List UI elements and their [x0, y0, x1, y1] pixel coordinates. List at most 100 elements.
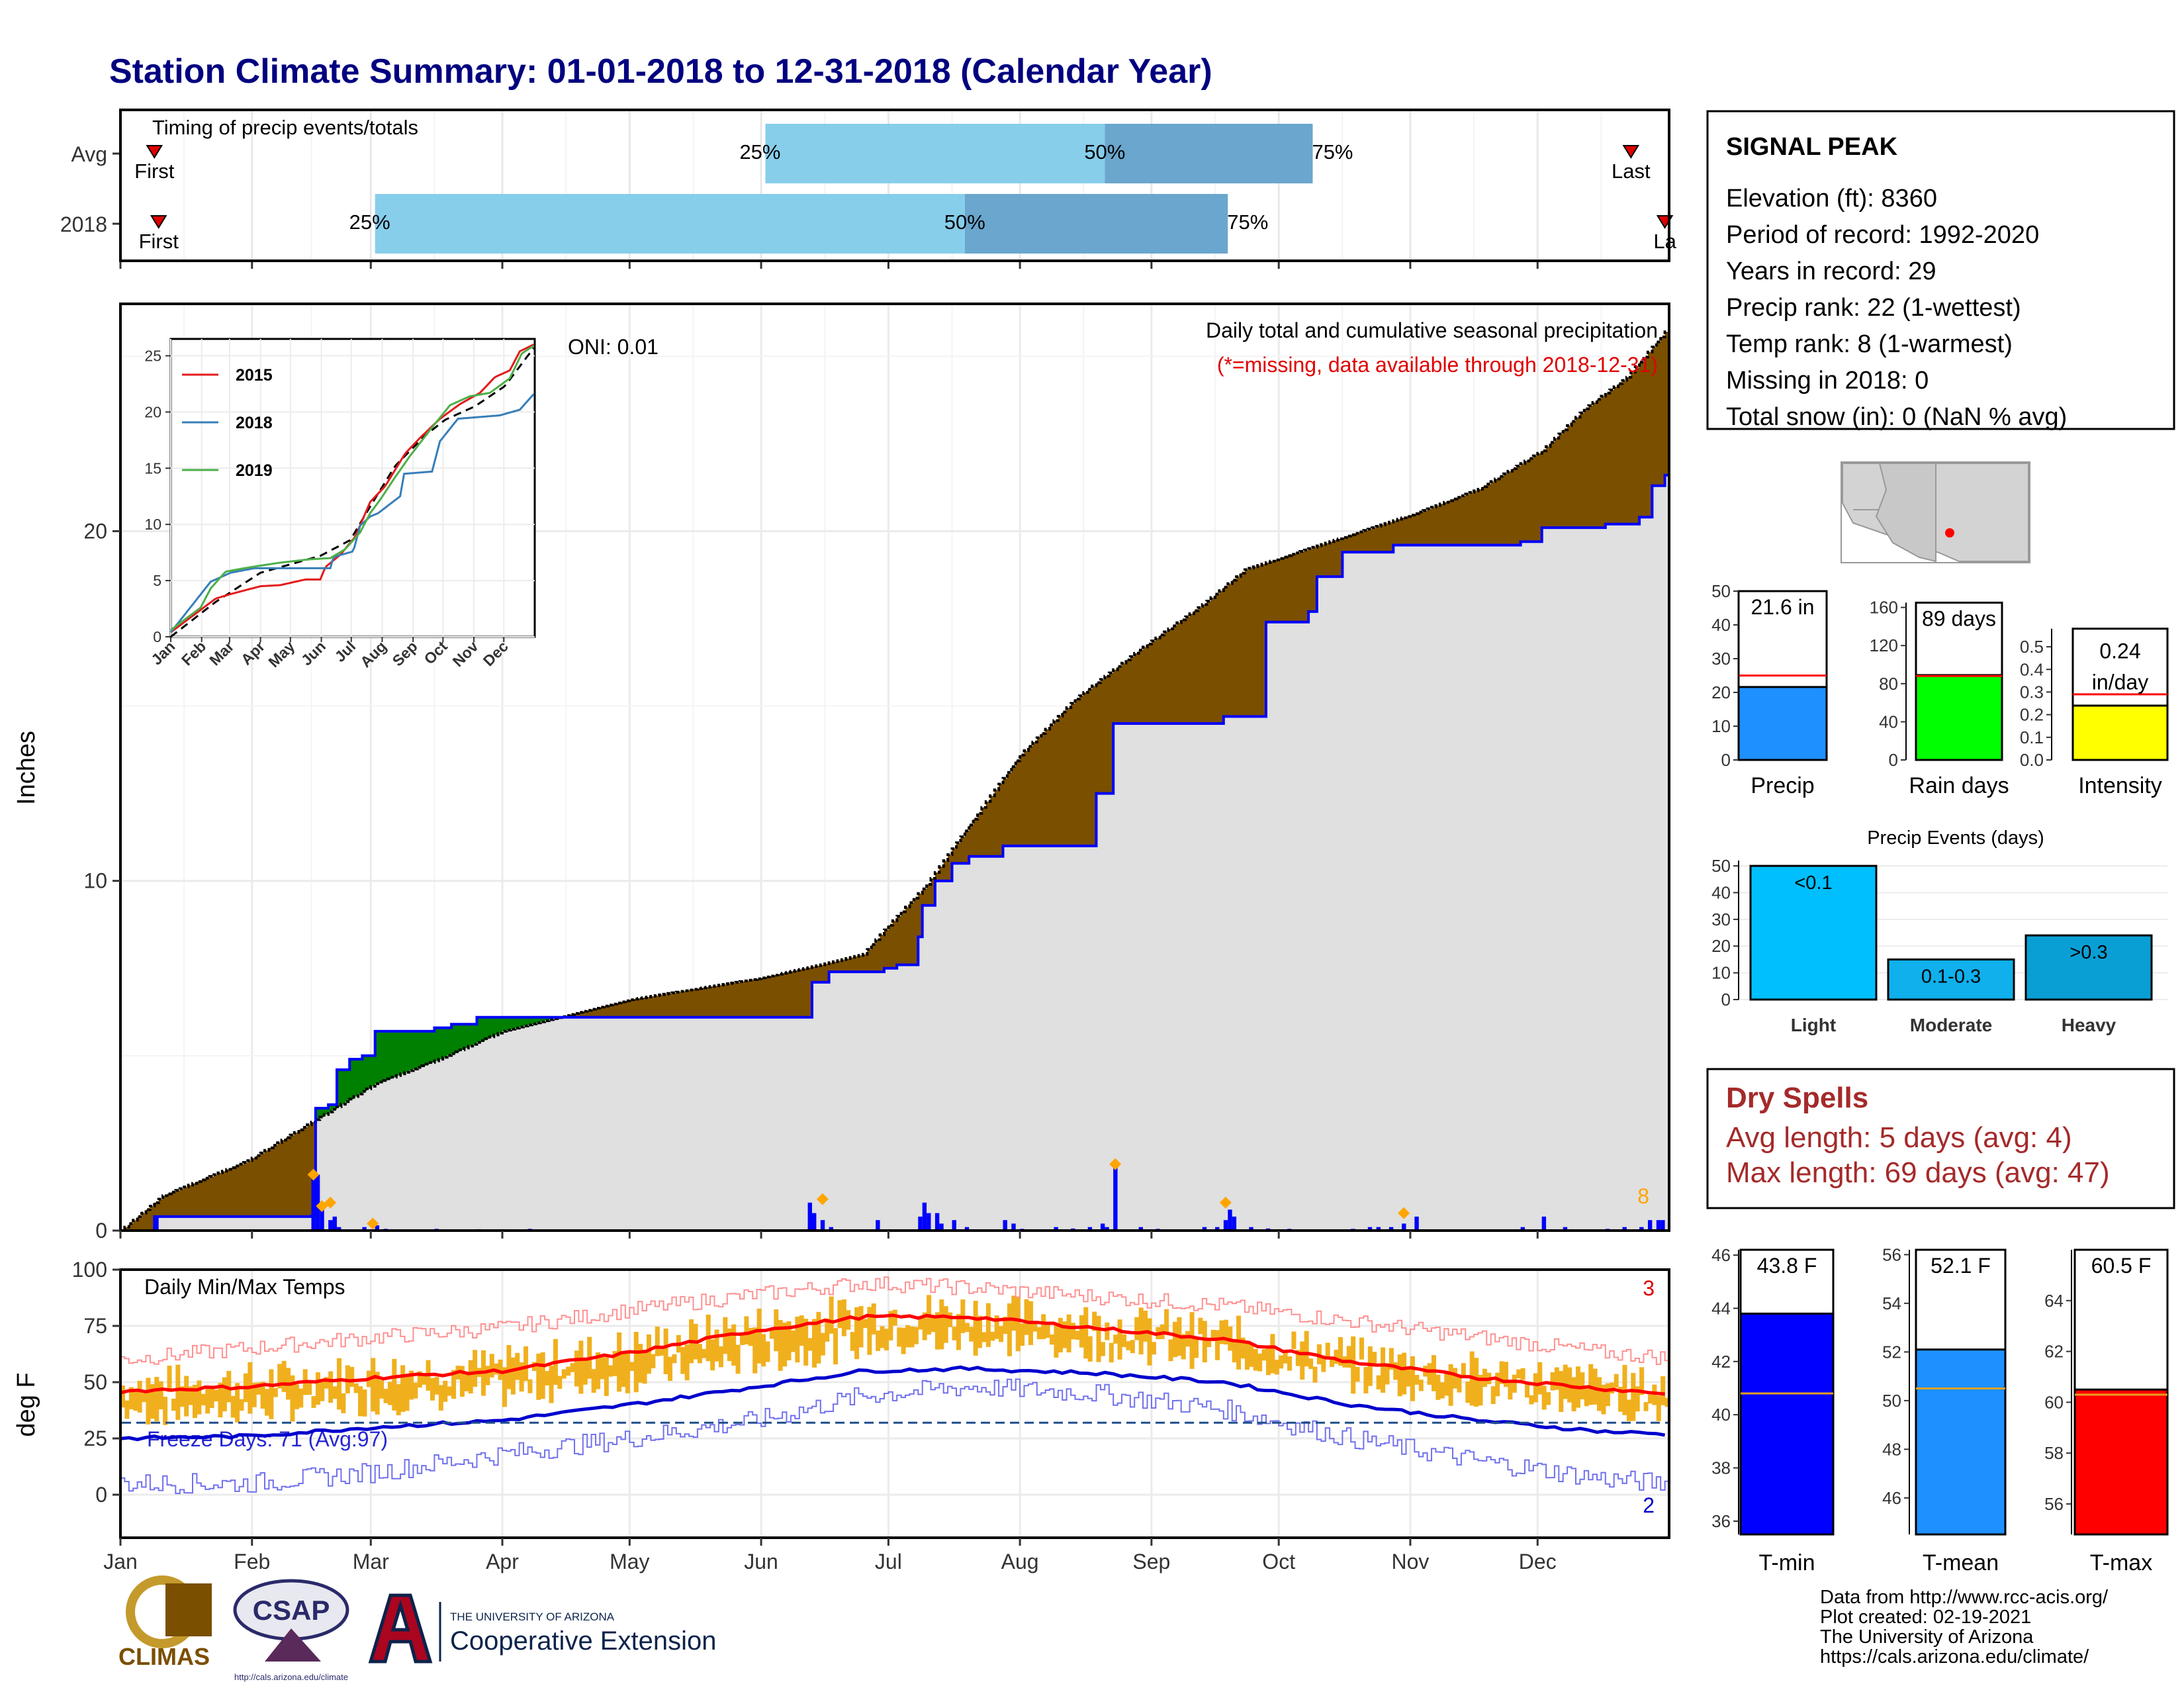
daily-temp-bar-181: [888, 1311, 893, 1340]
stat-ytick-label-11-3: 52: [1882, 1342, 1901, 1362]
events-xlabel-moderate: Moderate: [1910, 1015, 1992, 1035]
daily-temp-bar-211: [1015, 1297, 1021, 1352]
daily-temp-bar-254: [1198, 1317, 1203, 1335]
timing-row-label-0: Avg: [71, 142, 107, 166]
ua-logo: THE UNIVERSITY OF ARIZONA Cooperative Ex…: [368, 1593, 716, 1664]
daily-temp-bar-224: [1071, 1323, 1076, 1340]
daily-temp-bar-323: [1490, 1386, 1496, 1405]
timing-first-label-1: First: [139, 230, 179, 253]
daily-temp-bar-52: [341, 1393, 346, 1413]
timing-bar-second-half-0: [1105, 124, 1313, 183]
daily-precip-bar-1: [311, 1178, 316, 1231]
daily-temp-bar-153: [769, 1329, 774, 1339]
daily-temp-bar-271: [1270, 1334, 1275, 1374]
daily-temp-bar-82: [468, 1360, 473, 1394]
stat-label-2: Intensity: [2078, 773, 2162, 798]
temp-ytick-label-1: 25: [83, 1427, 107, 1450]
month-label-sep: Sep: [1132, 1550, 1170, 1573]
daily-temp-bar-41: [294, 1384, 299, 1409]
daily-precip-bar-8: [375, 1225, 380, 1231]
daily-temp-bar-247: [1168, 1339, 1173, 1362]
daily-temp-bar-348: [1597, 1377, 1602, 1411]
daily-temp-bar-349: [1601, 1384, 1606, 1415]
stat-ytick-label-0-5: 50: [1711, 581, 1731, 601]
daily-temp-bar-187: [913, 1327, 919, 1344]
stat-ytick-label-11-5: 56: [1882, 1244, 1901, 1264]
daily-temp-bar-90: [502, 1367, 507, 1407]
extreme-precip-marker-4: [816, 1193, 829, 1205]
daily-temp-bar-59: [371, 1358, 376, 1412]
daily-precip-bar-20: [918, 1216, 923, 1231]
daily-temp-bar-10: [163, 1396, 168, 1425]
stat-value-text2-2: in/day: [2092, 671, 2148, 694]
events-xlabel-light: Light: [1791, 1015, 1836, 1035]
daily-temp-bar-11: [167, 1366, 172, 1392]
stat-bar-0: [1737, 686, 1828, 761]
stat-ytick-label-2-3: 0.3: [2020, 682, 2044, 702]
stat-label-0: Precip: [1751, 773, 1814, 798]
daily-temp-bar-258: [1215, 1330, 1220, 1360]
month-label-aug: Aug: [1001, 1550, 1039, 1573]
events-bar-text-heavy: >0.3: [2070, 942, 2107, 963]
daily-temp-bar-62: [383, 1389, 388, 1403]
daily-temp-bar-100: [545, 1371, 550, 1385]
daily-temp-bar-66: [400, 1365, 406, 1412]
daily-temp-bar-233: [1109, 1342, 1114, 1363]
dry-spells-title: Dry Spells: [1726, 1082, 1868, 1114]
stat-chart-rain-days: 0 40 80 120 160 89 days Rain days: [1870, 598, 2009, 798]
daily-temp-bar-362: [1656, 1395, 1661, 1421]
inset-ytick-label-4: 20: [144, 403, 161, 420]
daily-temp-bar-0: [120, 1385, 126, 1408]
daily-precip-bar-39: [1215, 1227, 1220, 1231]
daily-temp-bar-355: [1626, 1399, 1631, 1421]
daily-precip-bar-23: [934, 1213, 940, 1231]
daily-temp-bar-313: [1448, 1364, 1453, 1406]
daily-temp-bar-149: [752, 1327, 758, 1374]
daily-temp-bar-103: [557, 1376, 563, 1389]
inset-frame: [169, 338, 536, 638]
daily-temp-bar-31: [251, 1382, 257, 1407]
daily-temp-bar-212: [1020, 1323, 1025, 1346]
daily-temp-bar-112: [596, 1352, 601, 1389]
daily-temp-bar-330: [1520, 1368, 1525, 1380]
daily-temp-bar-17: [192, 1384, 197, 1419]
daily-temp-bar-328: [1512, 1374, 1517, 1393]
daily-temp-bar-80: [459, 1366, 465, 1397]
daily-temp-bar-264: [1240, 1337, 1246, 1359]
daily-precip-bar-5: [332, 1216, 337, 1231]
daily-temp-bar-298: [1385, 1363, 1390, 1385]
daily-temp-bar-275: [1287, 1356, 1293, 1371]
daily-precip-bar-60: [1661, 1220, 1665, 1231]
daily-temp-bar-86: [485, 1366, 490, 1385]
daily-temp-bar-363: [1661, 1376, 1666, 1405]
stat-value-text-0: 21.6 in: [1751, 595, 1814, 619]
daily-temp-bar-180: [884, 1329, 889, 1351]
daily-temp-bar-154: [774, 1309, 779, 1352]
daily-precip-bar-50: [1402, 1223, 1406, 1231]
average-max-line: [120, 1313, 1665, 1396]
daily-temp-bar-81: [464, 1374, 469, 1391]
daily-precip-bar-17: [820, 1220, 825, 1231]
daily-temp-bar-178: [876, 1330, 881, 1351]
daily-temp-bar-337: [1550, 1372, 1555, 1391]
daily-precip-bar-51: [1414, 1216, 1419, 1231]
oni-value: ONI: 0.01: [568, 335, 659, 359]
credits: Data from http://www.rcc-acis.org/ Plot …: [1820, 1587, 2109, 1667]
station-location-marker: [1945, 528, 1954, 538]
stat-chart-t-max: 56 58 60 62 64 60.5 F T-max: [2044, 1248, 2169, 1575]
daily-temp-bar-164: [816, 1311, 821, 1364]
daily-temp-bar-302: [1402, 1352, 1407, 1395]
temp-ytick-label-2: 50: [83, 1370, 107, 1394]
daily-temp-bar-45: [311, 1395, 316, 1408]
extreme-precip-marker-3: [367, 1217, 379, 1230]
daily-temp-bar-304: [1410, 1356, 1415, 1401]
daily-temp-bar-289: [1346, 1346, 1351, 1368]
daily-temp-bar-194: [943, 1306, 948, 1343]
daily-temp-bar-203: [981, 1332, 987, 1342]
inset-ytick-label-5: 25: [144, 347, 161, 364]
daily-temp-bar-231: [1100, 1342, 1105, 1356]
daily-temp-bar-250: [1181, 1334, 1186, 1360]
temps-label: Daily Min/Max Temps: [144, 1275, 345, 1299]
daily-temp-bar-88: [494, 1363, 499, 1375]
daily-temp-bar-14: [179, 1386, 185, 1407]
